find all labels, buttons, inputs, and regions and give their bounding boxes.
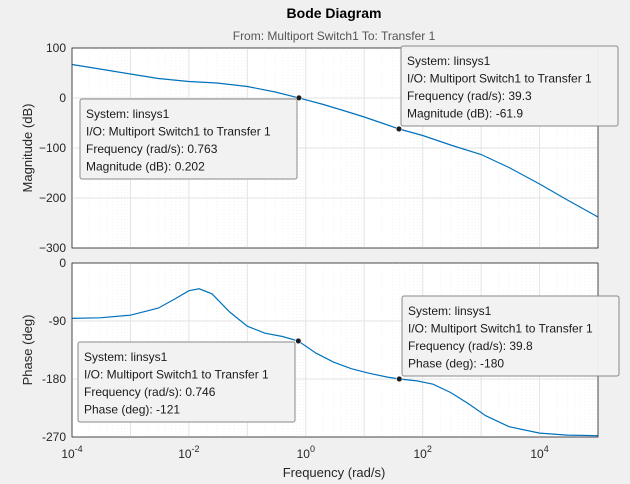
datatip-box <box>79 98 298 180</box>
phase-ytick-label: 0 <box>59 256 66 270</box>
datatip-text: Phase (deg): -121 <box>84 403 180 417</box>
datatip-text: Frequency (rad/s): 0.763 <box>86 142 218 156</box>
datatip-text: Phase (deg): -180 <box>408 357 504 371</box>
chart-title: Bode Diagram <box>287 5 382 21</box>
magnitude-ytick-label: −200 <box>39 191 66 205</box>
magnitude-ytick-label: −300 <box>39 241 66 255</box>
magnitude-axes-frame <box>71 47 599 249</box>
datatip-marker <box>295 94 303 101</box>
datatip-text: System: linsys1 <box>408 304 492 318</box>
datatip-box <box>77 341 296 423</box>
datatip-text: I/O: Multiport Switch1 to Transfer 1 <box>86 125 271 139</box>
datatip-text: Magnitude (dB): -61.9 <box>407 107 523 121</box>
datatip-text: I/O: Multiport Switch1 to Transfer 1 <box>407 72 592 86</box>
datatip-text: System: linsys1 <box>407 54 491 68</box>
phase-curve <box>71 288 599 437</box>
datatip-text: System: linsys1 <box>84 350 168 364</box>
datatip-text: I/O: Multiport Switch1 to Transfer 1 <box>84 368 269 382</box>
phase-axis-label: Phase (deg) <box>20 315 35 386</box>
datatip-text: Frequency (rad/s): 39.8 <box>408 339 533 353</box>
x-axis-label: Frequency (rad/s) <box>283 465 386 480</box>
datatip-marker <box>396 375 403 383</box>
datatip-text: Frequency (rad/s): 39.3 <box>407 89 532 103</box>
x-tick-label: 10-2 <box>178 444 199 461</box>
datatip-text: Magnitude (dB): 0.202 <box>86 160 205 174</box>
phase-ytick-label: -90 <box>49 314 67 328</box>
magnitude-ytick-label: 0 <box>59 91 66 105</box>
datatip-text: System: linsys1 <box>86 107 170 121</box>
chart-subtitle: From: Multiport Switch1 To: Transfer 1 <box>233 29 436 43</box>
phase-ytick-label: -180 <box>42 372 66 386</box>
datatip-text: Frequency (rad/s): 0.746 <box>84 385 216 399</box>
datatip-text: I/O: Multiport Switch1 to Transfer 1 <box>408 322 593 336</box>
datatip-box <box>400 45 619 127</box>
datatip-box <box>401 295 620 377</box>
datatip-marker <box>295 337 302 345</box>
x-tick-label: 100 <box>297 444 315 461</box>
phase-ytick-label: -270 <box>42 430 66 444</box>
magnitude-ytick-label: 100 <box>46 41 66 55</box>
magnitude-curve <box>71 63 599 218</box>
x-tick-label: 104 <box>530 444 548 461</box>
datatip-marker <box>395 125 403 133</box>
x-tick-label: 102 <box>413 444 431 461</box>
magnitude-ytick-label: −100 <box>39 141 66 155</box>
x-tick-label: 10-4 <box>61 444 82 461</box>
magnitude-axis-label: Magnitude (dB) <box>20 104 35 193</box>
